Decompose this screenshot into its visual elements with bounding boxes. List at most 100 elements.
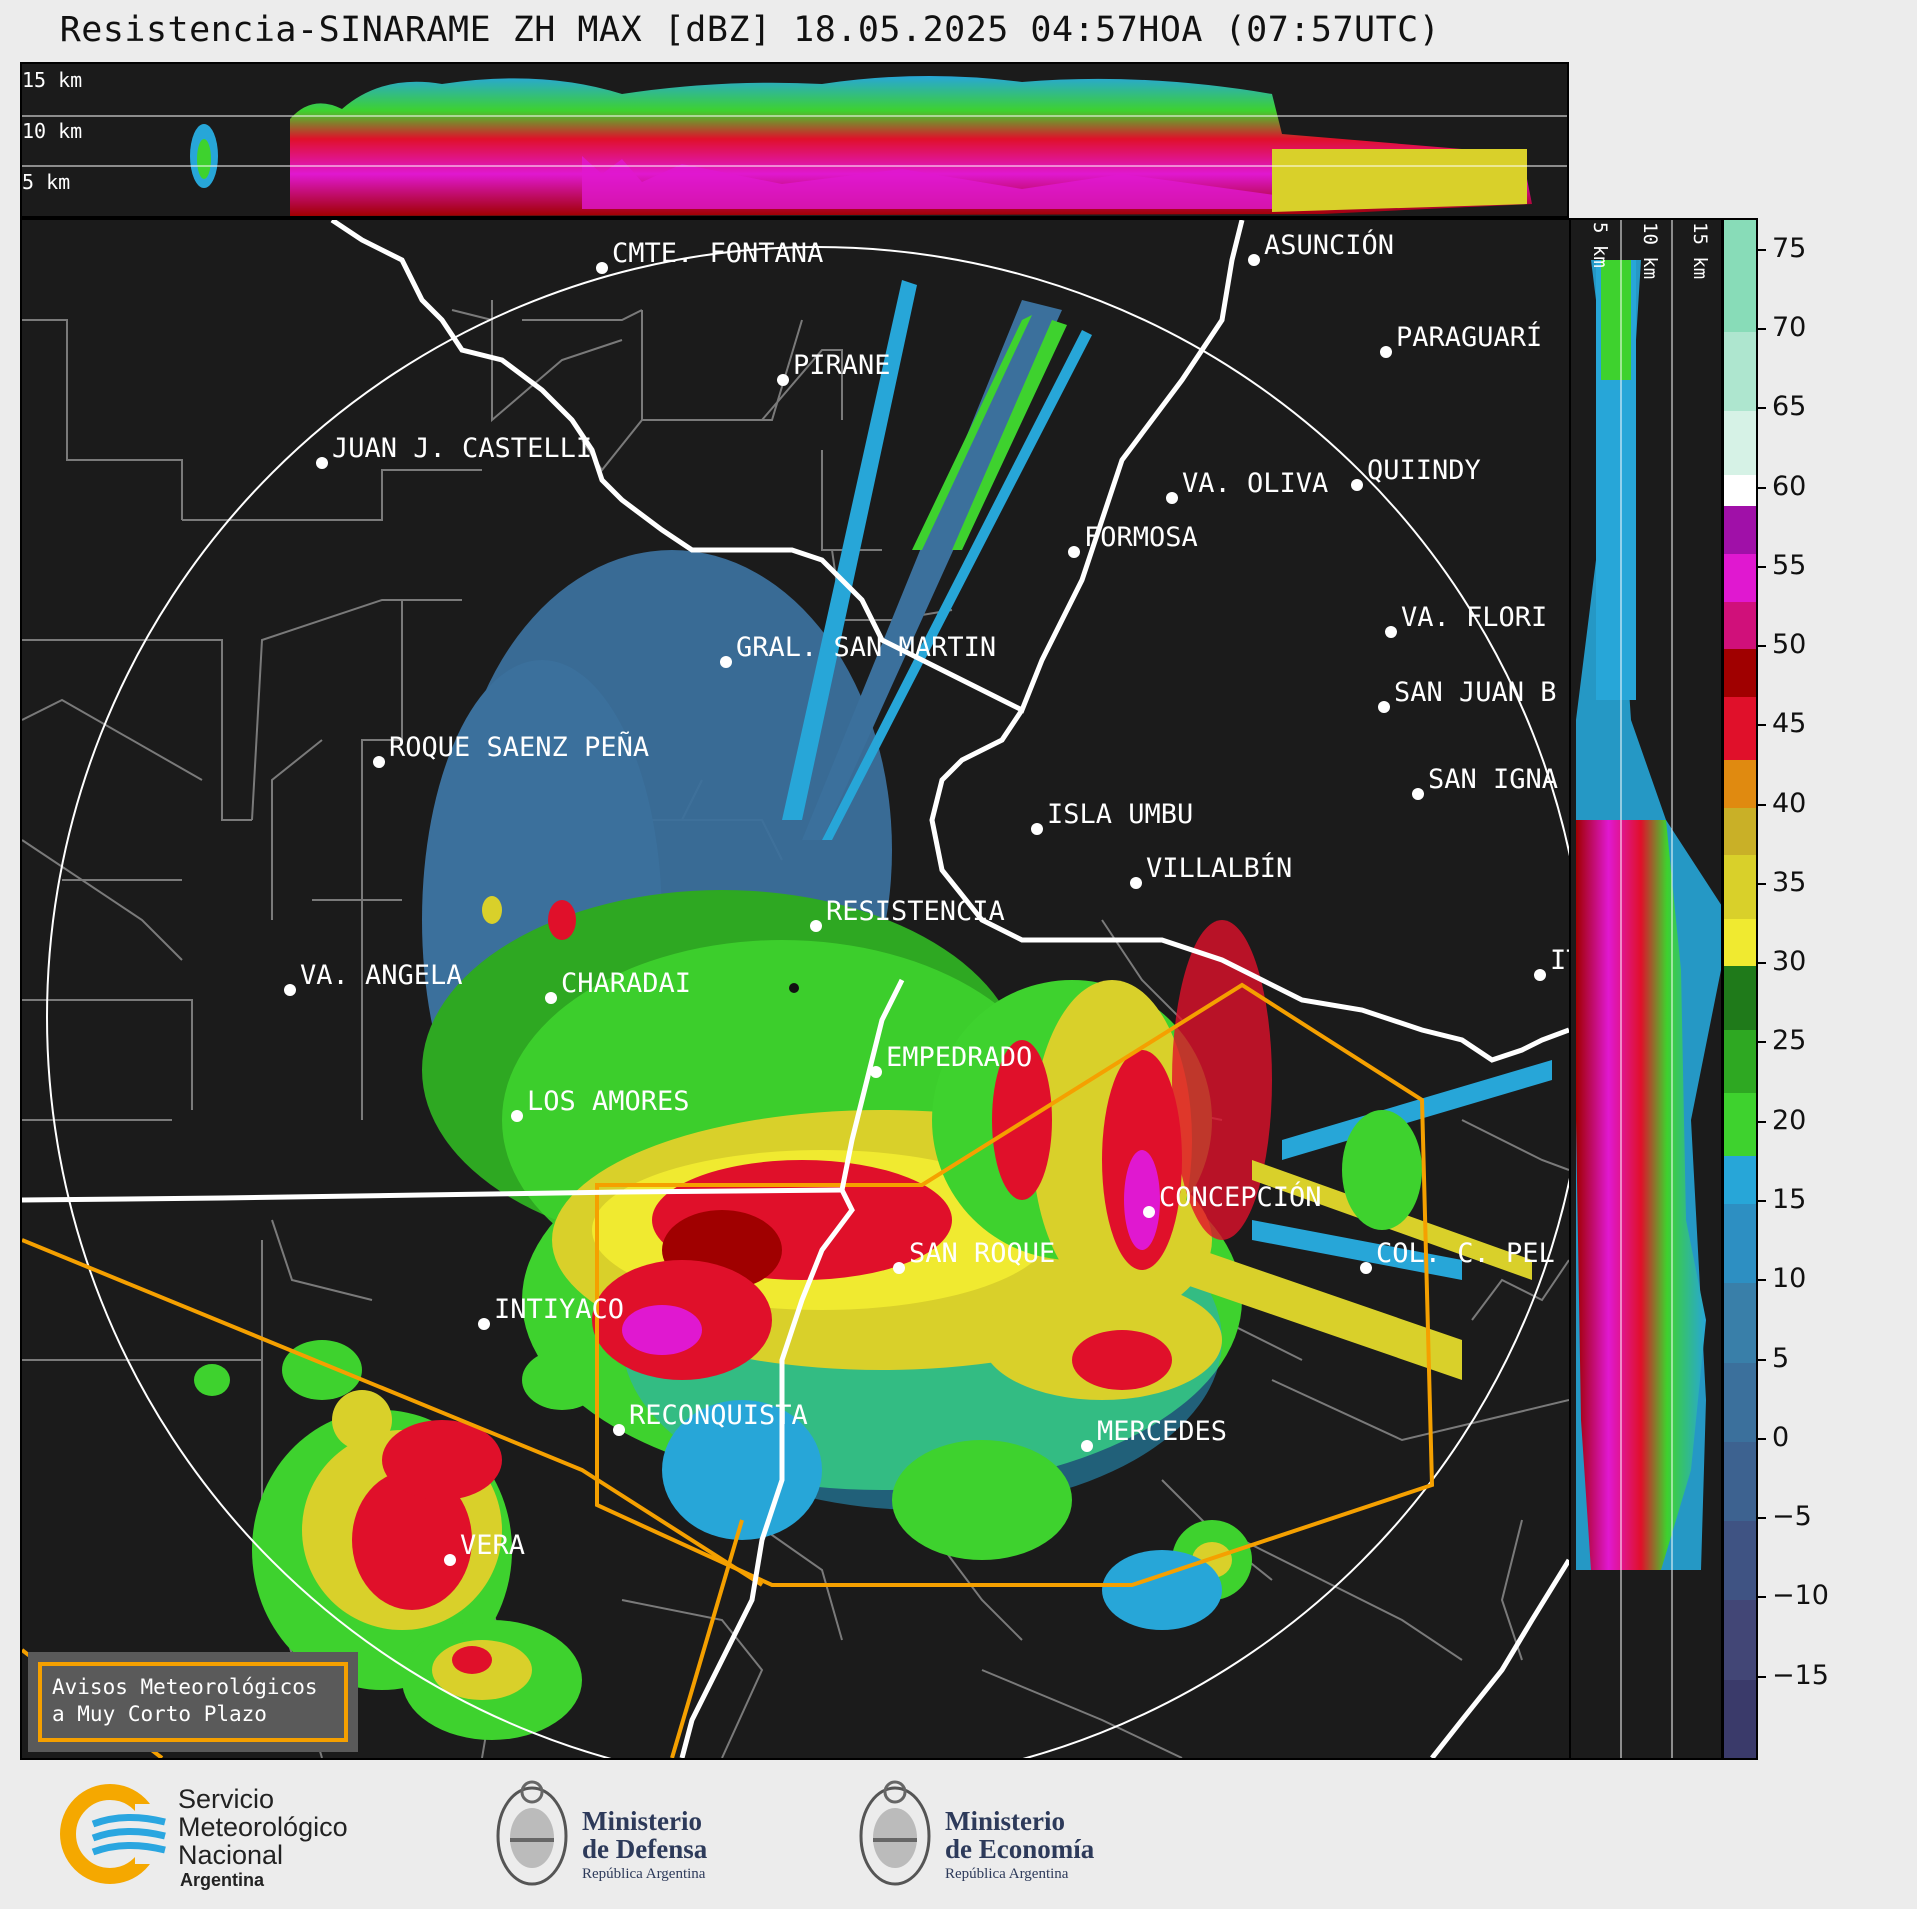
colorbar-tick-mark [1758, 407, 1766, 410]
city-label: VA. FLORI [1401, 602, 1547, 633]
colorbar-tick-mark [1758, 1517, 1766, 1520]
city-marker [1081, 1440, 1093, 1452]
colorbar-tick-label: 30 [1772, 946, 1807, 978]
colorbar-tick-mark [1758, 1437, 1766, 1440]
colorbar-segment [1724, 1361, 1756, 1442]
city-label: MERCEDES [1097, 1416, 1227, 1447]
colorbar-segment [1724, 552, 1756, 602]
city-label: QUIINDY [1367, 455, 1481, 486]
colorbar-tick-mark [1758, 724, 1766, 727]
footer-logos: Servicio Meteorológico Nacional Argentin… [0, 1762, 1917, 1909]
city-marker [1360, 1262, 1372, 1274]
radar-site-marker [789, 983, 799, 993]
colorbar-tick-label: −15 [1772, 1659, 1829, 1691]
colorbar-tick-label: 75 [1772, 232, 1807, 264]
city-label: EMPEDRADO [886, 1042, 1032, 1073]
city-marker [1378, 701, 1390, 713]
city-marker [284, 984, 296, 996]
colorbar-tick-mark [1758, 248, 1766, 251]
city-marker [1380, 346, 1392, 358]
colorbar-tick-mark [1758, 1279, 1766, 1282]
dbz-colorbar [1722, 218, 1758, 1760]
city-label: PIRANE [793, 350, 891, 381]
colorbar-segment [1724, 410, 1756, 475]
city-marker [1166, 492, 1178, 504]
city-marker [870, 1066, 882, 1078]
city-label: RESISTENCIA [826, 896, 1005, 927]
colorbar-tick-label: 65 [1772, 391, 1807, 423]
colorbar-segment [1724, 917, 1756, 967]
city-marker [1031, 823, 1043, 835]
city-marker [511, 1110, 523, 1122]
radar-range-ring [46, 246, 1569, 1758]
colorbar-tick-label: 15 [1772, 1184, 1807, 1216]
city-marker [373, 756, 385, 768]
city-label: JUAN J. CASTELLI [332, 433, 592, 464]
city-marker [1534, 969, 1546, 981]
smn-line-1: Servicio [178, 1784, 275, 1814]
city-label: VILLALBÍN [1146, 852, 1292, 884]
economia-line-2: de Economía [945, 1834, 1095, 1864]
colorbar-tick-label: 5 [1772, 1342, 1790, 1374]
colorbar-tick-mark [1758, 882, 1766, 885]
colorbar-tick-label: 25 [1772, 1025, 1807, 1057]
colorbar-tick-label: 35 [1772, 866, 1807, 898]
city-marker [1068, 546, 1080, 558]
colorbar-tick-mark [1758, 327, 1766, 330]
colorbar-tick-mark [1758, 1596, 1766, 1599]
colorbar-tick-mark [1758, 1120, 1766, 1123]
city-label: SAN ROQUE [909, 1238, 1055, 1269]
colorbar-segment [1724, 473, 1756, 507]
radar-map[interactable]: CMTE. FONTANA ASUNCIÓN PARAGUARÍ PIRANE JUAN… [20, 218, 1571, 1760]
colorbar-segment [1724, 1028, 1756, 1094]
colorbar-segment [1724, 695, 1756, 761]
city-label: LOS AMORES [527, 1086, 690, 1117]
defensa-line-2: de Defensa [582, 1834, 708, 1864]
colorbar-tick-label: −5 [1772, 1501, 1812, 1533]
colorbar-tick-mark [1758, 803, 1766, 806]
city-marker [1412, 788, 1424, 800]
colorbar-tick-label: 45 [1772, 708, 1807, 740]
colorbar-tick-label: 70 [1772, 311, 1807, 343]
level-10km-label: 10 km [22, 119, 83, 143]
colorbar-segment [1724, 1678, 1756, 1758]
colorbar-tick-mark [1758, 1200, 1766, 1203]
map-title: Resistencia-SINARAME ZH MAX [dBZ] 18.05.… [59, 10, 1441, 50]
city-label: ROQUE SAENZ PEÑA [389, 731, 649, 763]
city-label: ASUNCIÓN [1264, 229, 1394, 261]
city-marker [316, 457, 328, 469]
colorbar-segment [1724, 1599, 1756, 1680]
colorbar-tick-label: 0 [1772, 1421, 1790, 1453]
colorbar-tick-mark [1758, 962, 1766, 965]
colorbar-segment [1724, 600, 1756, 650]
colorbar-segment [1724, 1092, 1756, 1157]
colorbar-segment [1724, 1282, 1756, 1363]
city-label: CHARADAI [561, 968, 691, 999]
very-short-term-warnings-button[interactable]: Avisos Meteorológicos a Muy Corto Plazo [28, 1652, 358, 1752]
colorbar-tick-mark [1758, 1358, 1766, 1361]
city-label: SAN JUAN B [1394, 677, 1557, 708]
city-marker [1351, 479, 1363, 491]
city-label: VA. ANGELA [300, 960, 463, 991]
colorbar-segment [1724, 1155, 1756, 1205]
colorbar-segment [1724, 1440, 1756, 1522]
city-marker [893, 1262, 905, 1274]
colorbar-ticks: 75 70 65 60 55 50 45 40 35 30 25 20 15 10 5 0 −5 −10 −15 [1758, 218, 1838, 1760]
coat-of-arms-icon [496, 1780, 568, 1886]
level-15km-label: 15 km [22, 68, 83, 92]
colorbar-segment [1724, 648, 1756, 697]
colorbar-tick-mark [1758, 486, 1766, 489]
city-marker [810, 920, 822, 932]
level-5km-label: 5 km [22, 170, 71, 194]
colorbar-segment [1724, 220, 1756, 332]
city-marker [1143, 1206, 1155, 1218]
city-labels-layer: CMTE. FONTANA ASUNCIÓN PARAGUARÍ PIRANE JUAN… [284, 229, 1569, 1566]
city-label: INTIYACO [494, 1294, 624, 1325]
coat-of-arms-icon [859, 1780, 931, 1886]
warnings-line-2: a Muy Corto Plazo [52, 1702, 267, 1726]
colorbar-tick-label: 55 [1772, 549, 1807, 581]
colorbar-segment [1724, 1520, 1756, 1601]
city-label: PARAGUARÍ [1396, 321, 1542, 353]
city-label: VA. OLIVA [1182, 468, 1328, 499]
economia-line-1: Ministerio [945, 1806, 1065, 1836]
